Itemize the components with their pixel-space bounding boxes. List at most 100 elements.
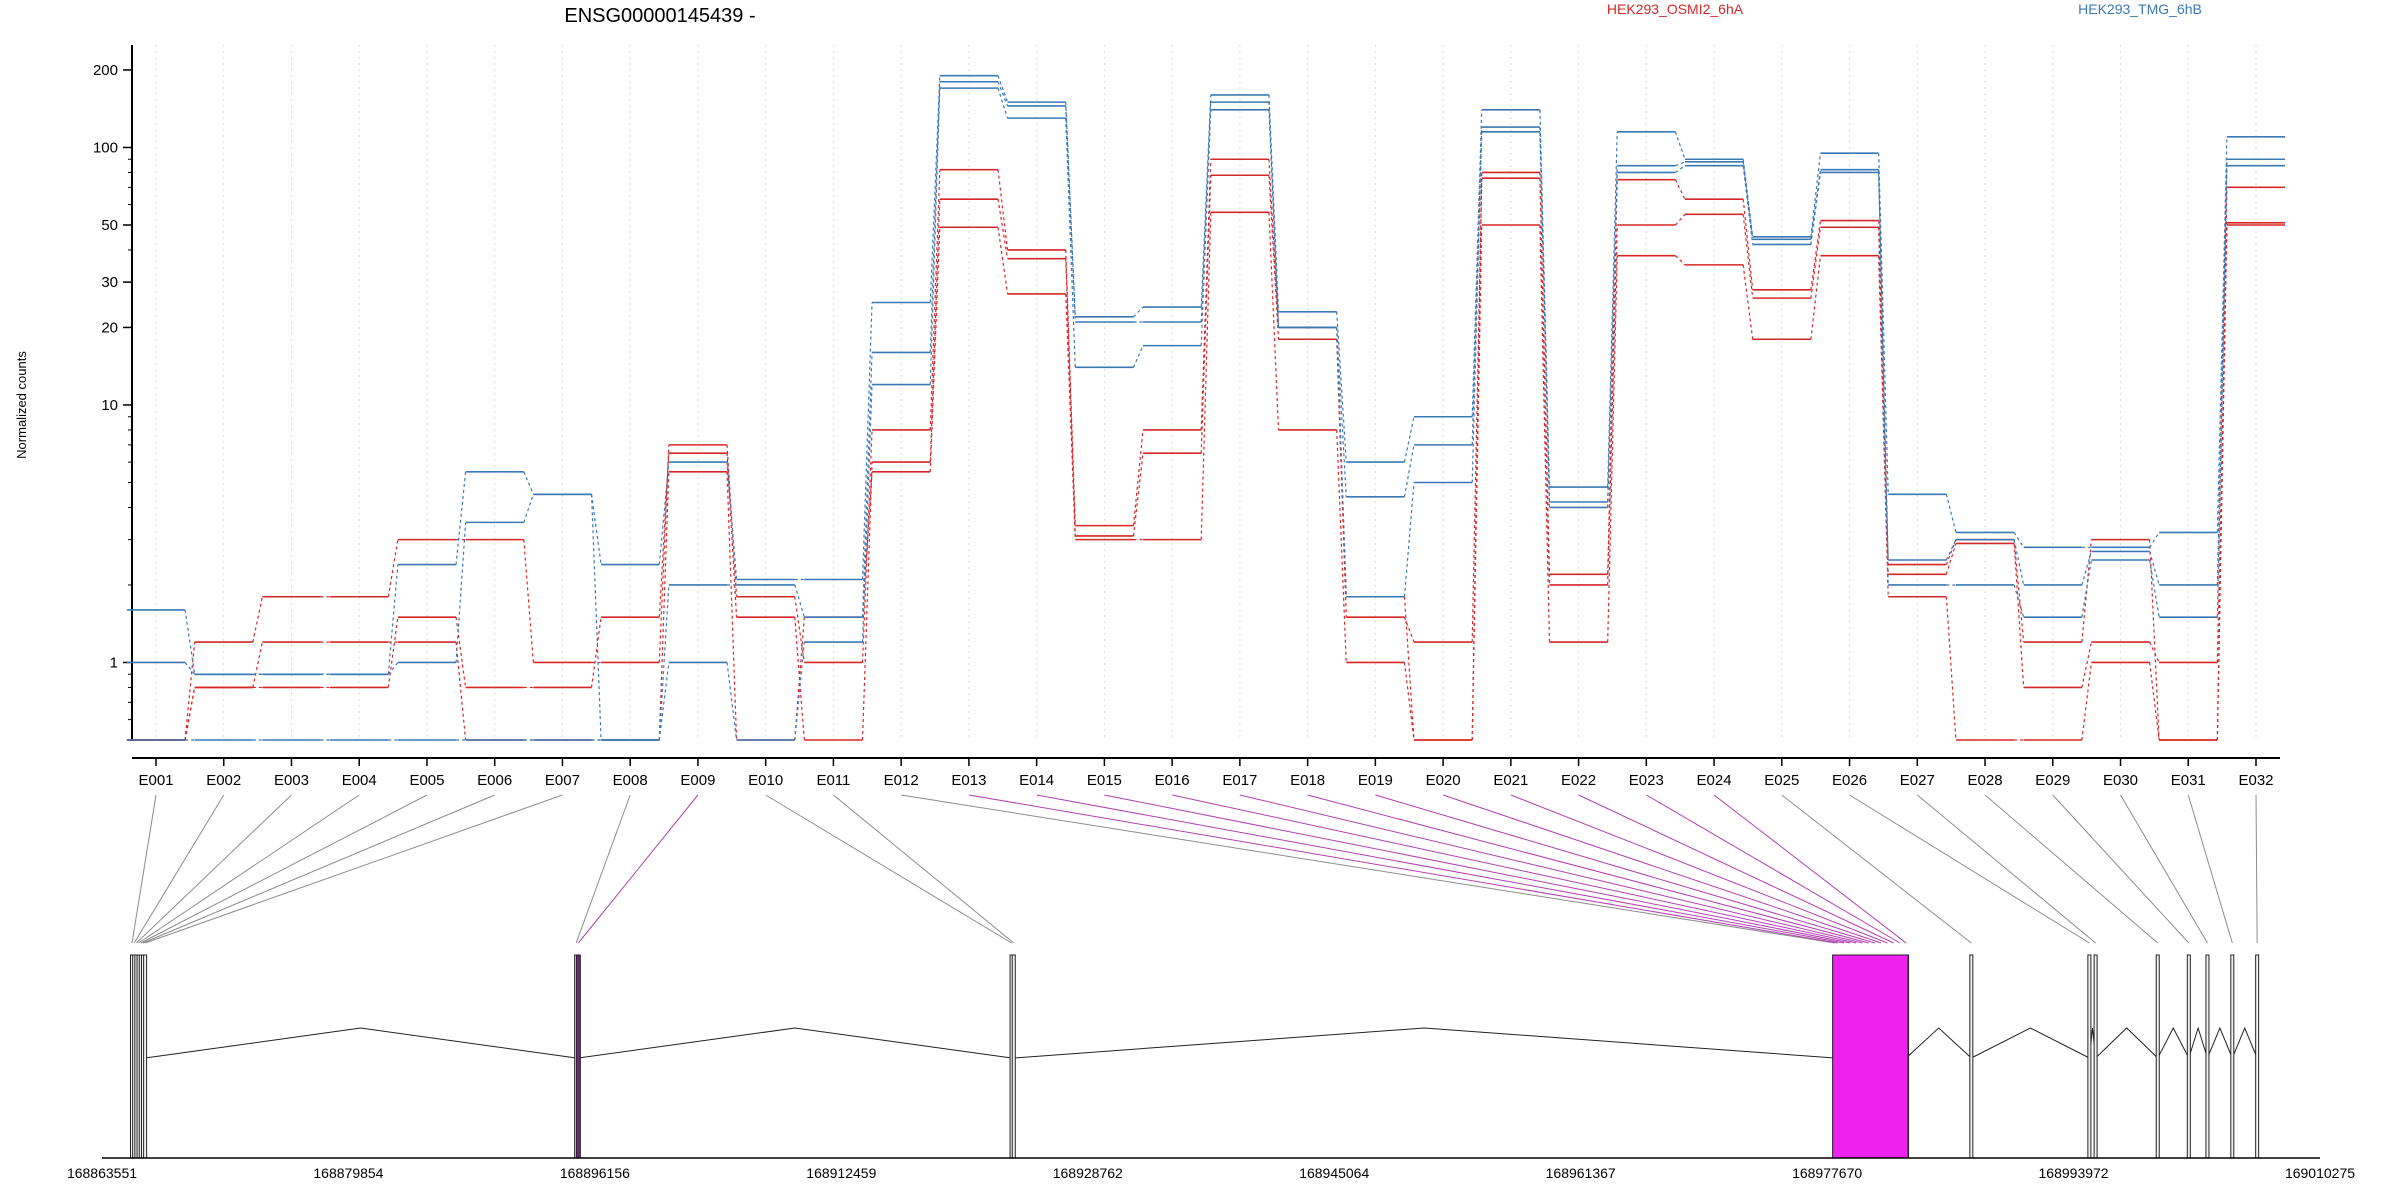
x-axis: E001 E002 E003 E004 E005 E006 E007 E008 E009 E010…	[132, 757, 2280, 789]
series-connector	[1742, 264, 1754, 340]
y-axis-label: Normalized counts	[14, 351, 29, 459]
series-connector	[1336, 429, 1347, 663]
exon-box	[1011, 954, 1016, 1159]
genomic-coordinate-label: 168863551	[67, 1165, 137, 1181]
series-connector	[1810, 172, 1822, 245]
x-tick-label: E009	[680, 772, 715, 789]
series-connector	[2013, 539, 2025, 586]
series-connector	[929, 227, 941, 472]
series-connector	[997, 169, 1009, 251]
series-connector	[1471, 178, 1483, 643]
connector-line	[1916, 794, 2096, 944]
x-tick-label: E008	[613, 772, 648, 789]
series-connector	[184, 662, 196, 675]
genomic-coordinate-label: 168993972	[2039, 1165, 2109, 1181]
series-connector	[523, 539, 534, 663]
series-connector	[794, 584, 805, 618]
series-connector	[1742, 161, 1754, 240]
series-connector	[1132, 429, 1144, 526]
series-connector	[929, 199, 941, 463]
series-connector	[1945, 539, 1957, 561]
exon-box	[2255, 954, 2260, 1159]
series-connector	[1471, 224, 1483, 741]
legend-entry-tmg: HEK293_TMG_6hB	[2078, 1, 2202, 17]
series-connector	[2081, 662, 2093, 741]
series-connector	[929, 81, 941, 353]
intron-line	[578, 1027, 1012, 1059]
series-connector	[1742, 199, 1754, 290]
y-axis: 1 10 20 30 50 100 200	[93, 45, 133, 741]
x-tick-label: E022	[1561, 772, 1596, 789]
series-connector	[726, 662, 738, 741]
connector-line	[1713, 794, 1907, 944]
series-connector	[794, 642, 805, 741]
series-connector	[1539, 131, 1551, 508]
series-connector	[1471, 131, 1483, 483]
series-connector	[1065, 258, 1076, 536]
x-tick-label: E031	[2171, 772, 2206, 789]
exon-box	[2155, 954, 2160, 1159]
series-layer	[126, 74, 2286, 741]
y-tick-label: 50	[101, 217, 118, 234]
series-connector	[590, 494, 602, 565]
series-connector	[997, 87, 1009, 119]
series-connector	[184, 687, 196, 741]
series-connector	[997, 199, 1009, 259]
series-connector	[523, 471, 534, 495]
genomic-axis: 168863551 168879854 168896156 168912459 1689…	[67, 1157, 2355, 1181]
series-connector	[2013, 539, 2025, 643]
y-tick-label: 200	[93, 62, 118, 79]
series-line-5	[126, 80, 2286, 741]
series-connector	[1607, 255, 1618, 643]
series-connector	[2081, 641, 2093, 688]
connector-line	[1104, 794, 1851, 944]
connector-line	[833, 794, 1015, 944]
connector-line	[1781, 794, 1972, 944]
y-tick-label: 10	[101, 397, 118, 414]
gene-model	[130, 954, 2260, 1159]
exon-box	[143, 954, 148, 1159]
genomic-coordinate-label: 168977670	[1792, 1165, 1862, 1181]
intron-line	[2231, 1026, 2258, 1059]
series-connector	[1539, 178, 1551, 585]
series-connector	[794, 596, 805, 663]
connector-line	[140, 794, 428, 944]
series-connector	[1065, 293, 1076, 540]
connector-line	[1578, 794, 1894, 944]
connector-line	[144, 794, 563, 944]
series-connector	[1403, 482, 1415, 597]
legend-entry-osmi2: HEK293_OSMI2_6hA	[1607, 1, 1744, 17]
intron-line	[2188, 1026, 2208, 1059]
series-connector	[1403, 616, 1415, 643]
series-connector	[387, 617, 399, 688]
x-tick-label: E014	[1019, 772, 1054, 789]
exon-box	[1969, 954, 1974, 1159]
connector-line	[1849, 794, 2090, 944]
x-tick-label: E029	[2035, 772, 2070, 789]
intron-line	[2095, 1027, 2159, 1059]
connector-line	[765, 794, 1012, 944]
intron-line	[1971, 1027, 2090, 1059]
x-tick-label: E017	[1222, 772, 1257, 789]
series-connector	[658, 462, 670, 565]
series-connector	[2081, 539, 2093, 643]
intron-line	[1013, 1027, 1835, 1059]
series-connector	[1878, 153, 1889, 495]
series-connector	[1132, 345, 1144, 368]
connector-line	[1510, 794, 1888, 944]
genomic-coordinate-label: 169010275	[2285, 1165, 2355, 1181]
series-connector	[1878, 169, 1889, 561]
series-connector	[1065, 105, 1076, 323]
series-connector	[1945, 596, 1957, 741]
series-connector	[861, 302, 873, 580]
connector-line	[138, 794, 360, 944]
exon-box	[2230, 954, 2235, 1159]
series-connector	[1675, 165, 1686, 173]
x-tick-label: E032	[2238, 772, 2273, 789]
series-connector	[2149, 532, 2160, 548]
genomic-coordinate-label: 168912459	[806, 1165, 876, 1181]
exon-box	[2205, 954, 2210, 1159]
series-connector	[387, 539, 399, 597]
x-tick-label: E011	[816, 772, 850, 789]
